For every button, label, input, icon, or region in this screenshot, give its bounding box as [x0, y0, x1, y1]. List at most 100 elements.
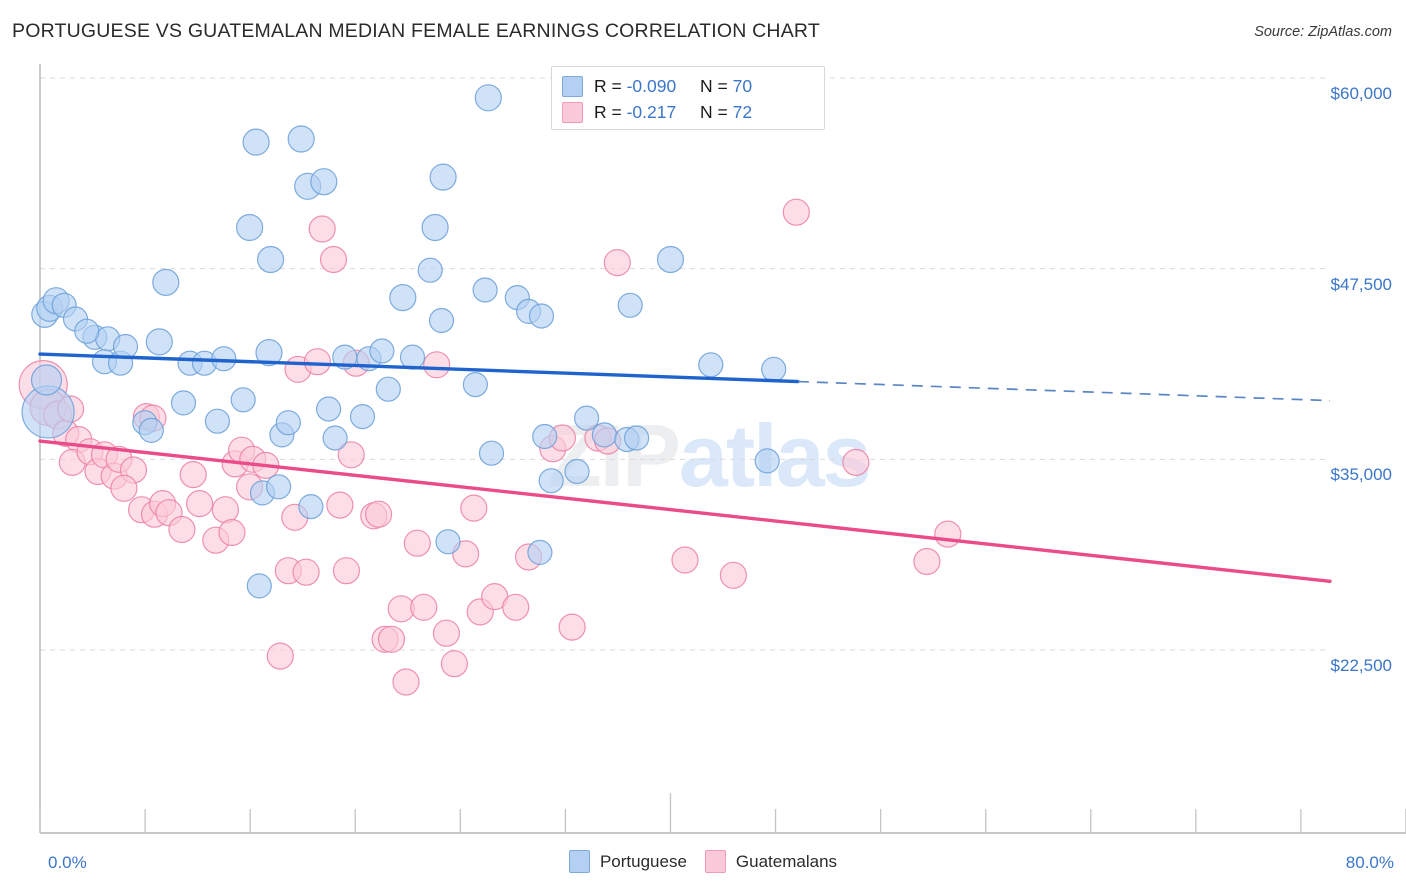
data-point	[218, 518, 246, 547]
stats-legend: R = -0.090 N = 70 R = -0.217 N = 72	[551, 66, 825, 130]
trend-line-guatemalans	[38, 439, 1332, 584]
data-point	[303, 348, 331, 376]
data-point	[257, 245, 285, 274]
data-point	[538, 468, 564, 494]
data-point	[564, 458, 590, 485]
data-point	[211, 346, 237, 372]
data-point	[230, 387, 256, 413]
data-point	[255, 339, 283, 367]
data-point	[326, 491, 354, 519]
data-point	[332, 557, 360, 585]
data-point	[337, 441, 365, 469]
y-axis-tick-label: $60,000	[1330, 84, 1392, 103]
data-point	[421, 213, 449, 242]
data-point	[30, 364, 63, 396]
data-point	[440, 650, 468, 678]
data-point	[617, 292, 643, 318]
r-value-portuguese: -0.090	[626, 75, 677, 96]
data-point	[591, 422, 618, 448]
data-point	[322, 425, 348, 451]
data-point	[532, 423, 558, 450]
data-point	[389, 284, 417, 312]
data-point	[236, 213, 264, 242]
n-label-portuguese: N =	[700, 75, 728, 96]
series-points-portuguese	[21, 84, 787, 599]
data-point	[246, 573, 272, 599]
data-point	[429, 163, 457, 191]
r-label-guatemalans: R =	[594, 101, 622, 122]
legend-swatch-guatemalans	[562, 101, 583, 123]
data-point	[462, 372, 488, 398]
data-point	[152, 268, 180, 296]
data-point	[377, 625, 406, 653]
data-point	[170, 390, 197, 416]
series-swatch-portuguese	[568, 850, 590, 873]
data-point	[573, 405, 600, 431]
data-point	[403, 529, 431, 557]
data-point	[287, 125, 315, 153]
data-point	[298, 494, 324, 520]
series-legend-item-guatemalans[interactable]: Guatemalans	[704, 850, 837, 873]
x-axis-tick-max: 80.0%	[1345, 853, 1394, 872]
series-label-portuguese: Portuguese	[599, 851, 687, 871]
data-point	[558, 613, 586, 641]
data-point	[319, 245, 348, 274]
r-label-portuguese: R =	[594, 75, 622, 96]
data-point	[474, 84, 502, 112]
y-axis-tick-label: $47,500	[1330, 274, 1392, 294]
data-point	[365, 500, 393, 528]
data-point	[423, 351, 451, 379]
data-point	[316, 396, 342, 422]
data-point	[698, 352, 724, 378]
series-swatch-guatemalans	[704, 850, 726, 873]
data-point	[782, 198, 810, 226]
data-point	[432, 619, 460, 647]
data-point	[399, 344, 426, 370]
data-point	[671, 546, 699, 574]
series-legend-item-portuguese[interactable]: Portuguese	[568, 850, 687, 873]
data-point	[719, 561, 748, 589]
data-point	[527, 539, 553, 566]
y-axis-tick-label: $35,000	[1330, 465, 1392, 485]
trend-line-portuguese-projection	[797, 380, 1331, 402]
data-point	[110, 474, 138, 502]
legend-swatch-portuguese	[562, 75, 583, 97]
stats-legend-row-portuguese: R = -0.090 N = 70	[562, 73, 814, 99]
data-point	[656, 245, 685, 274]
data-point	[623, 425, 650, 451]
x-axis-tick-min: 0.0%	[48, 853, 87, 872]
data-point	[410, 593, 438, 621]
data-point	[761, 356, 787, 382]
data-point	[179, 461, 207, 489]
data-point	[308, 215, 336, 243]
data-point	[502, 593, 530, 621]
series-legend: Portuguese Guatemalans	[0, 850, 1406, 873]
n-value-guatemalans: 72	[732, 101, 753, 122]
data-point	[472, 277, 498, 303]
data-point	[435, 529, 461, 555]
data-point	[275, 410, 301, 436]
data-point	[460, 494, 488, 522]
data-point	[369, 338, 395, 364]
data-point	[842, 448, 870, 476]
data-point	[211, 496, 239, 524]
data-point	[603, 249, 631, 277]
n-value-portuguese: 70	[732, 75, 753, 96]
data-point	[138, 417, 164, 443]
source-label: Source: ZipAtlas.com	[1254, 24, 1392, 40]
data-point	[392, 668, 420, 696]
y-axis-tick-label: $22,500	[1330, 656, 1392, 675]
data-point	[349, 404, 376, 430]
data-point	[913, 547, 941, 576]
data-point	[934, 520, 962, 548]
data-point	[428, 307, 455, 334]
data-point	[417, 257, 443, 283]
data-point	[292, 558, 320, 586]
data-point	[168, 515, 196, 544]
data-point	[528, 303, 555, 329]
data-point	[74, 318, 100, 344]
data-point	[242, 128, 270, 156]
data-point	[478, 440, 505, 466]
